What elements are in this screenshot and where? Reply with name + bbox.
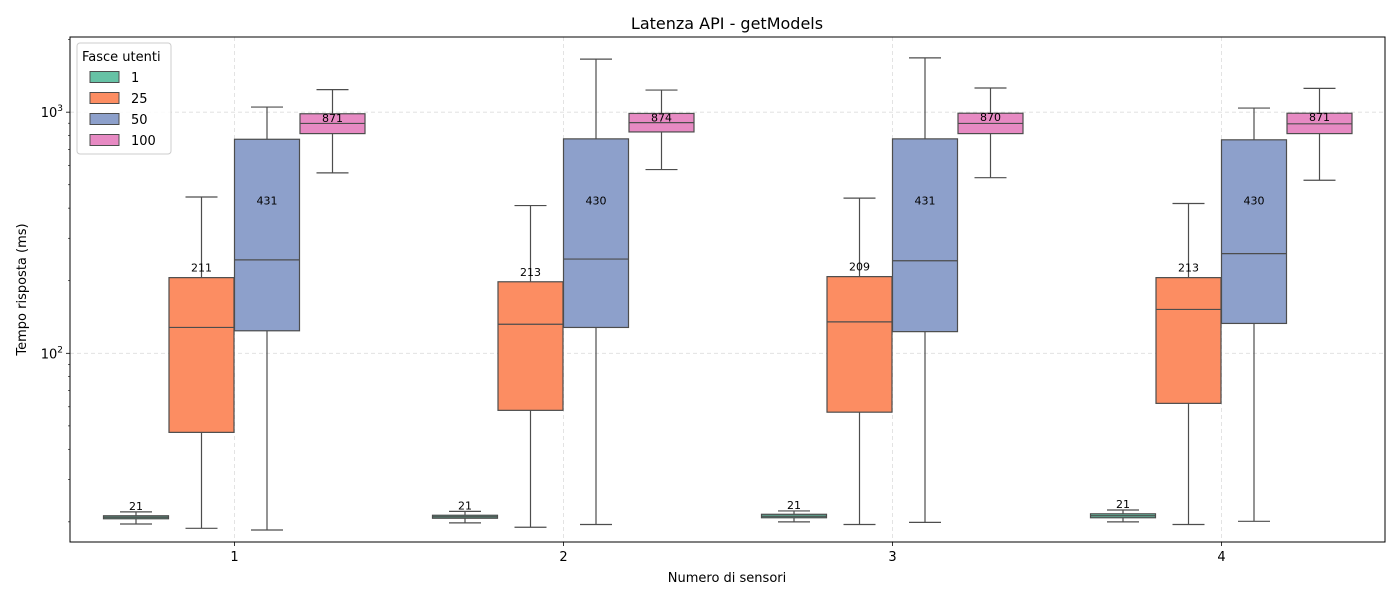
chart-title: Latenza API - getModels	[631, 14, 823, 33]
box-value-label: 431	[915, 194, 936, 207]
box-body	[1155, 277, 1222, 404]
legend-title: Fasce utenti	[82, 50, 161, 65]
box-100-cat-3: 870	[957, 87, 1024, 179]
box-body	[826, 276, 893, 413]
box-100-cat-1: 871	[299, 89, 366, 174]
box-value-label: 21	[129, 500, 143, 513]
box-body	[562, 138, 630, 329]
box-100-cat-4: 871	[1286, 87, 1353, 181]
legend-swatch	[89, 71, 120, 83]
box-value-label: 871	[1309, 111, 1330, 124]
box-value-label: 211	[191, 262, 212, 275]
legend: Fasce utenti 1 25 50 100	[76, 42, 172, 155]
box-value-label: 431	[257, 194, 278, 207]
axes: 102 103 1 2 3 4	[41, 39, 1226, 565]
y-tick-label: 103	[41, 104, 63, 121]
box-1-cat-3: 21	[760, 499, 828, 523]
box-1-cat-2: 21	[431, 499, 499, 524]
box-value-label: 874	[651, 111, 672, 124]
box-100-cat-2: 874	[628, 89, 695, 171]
box-25-cat-2: 213	[497, 204, 564, 528]
box-value-label: 430	[1244, 194, 1265, 207]
box-50-cat-3: 431	[891, 57, 959, 523]
legend-label: 25	[131, 92, 148, 107]
legend-swatch	[89, 113, 120, 125]
box-25-cat-1: 211	[168, 196, 235, 529]
box-plot-series: 21 21 21 21 211 213 209 213 431 430 431 430 871 874 87…	[102, 57, 1353, 531]
box-1-cat-4: 21	[1089, 498, 1157, 523]
box-body	[891, 138, 959, 333]
legend-frame	[76, 42, 172, 155]
box-1-cat-1: 21	[102, 500, 170, 525]
y-tick-label: 102	[41, 345, 63, 362]
legend-label: 1	[131, 71, 139, 86]
plot-area-frame	[69, 36, 1386, 543]
legend-label: 100	[131, 134, 156, 149]
legend-swatch	[89, 134, 120, 146]
box-50-cat-2: 430	[562, 58, 630, 526]
box-value-label: 213	[520, 266, 541, 279]
box-value-label: 209	[849, 261, 870, 274]
x-tick-label: 3	[888, 550, 896, 565]
box-body	[1220, 139, 1288, 325]
box-25-cat-3: 209	[826, 197, 893, 526]
box-value-label: 213	[1178, 262, 1199, 275]
box-value-label: 430	[586, 194, 607, 207]
box-body	[168, 277, 235, 433]
x-tick-label: 2	[559, 550, 567, 565]
box-value-label: 870	[980, 111, 1001, 124]
box-value-label: 871	[322, 112, 343, 125]
x-tick-label: 1	[230, 550, 238, 565]
x-tick-label: 4	[1217, 550, 1225, 565]
legend-swatch	[89, 92, 120, 104]
legend-label: 50	[131, 113, 148, 128]
box-50-cat-4: 430	[1220, 107, 1288, 522]
box-value-label: 21	[458, 499, 472, 512]
box-50-cat-1: 431	[233, 106, 301, 531]
x-axis-label: Numero di sensori	[668, 571, 786, 586]
box-body	[497, 281, 564, 411]
box-value-label: 21	[1116, 498, 1130, 511]
box-body	[233, 138, 301, 332]
y-axis-label: Tempo risposta (ms)	[15, 223, 30, 356]
box-value-label: 21	[787, 499, 801, 512]
box-25-cat-4: 213	[1155, 202, 1222, 526]
